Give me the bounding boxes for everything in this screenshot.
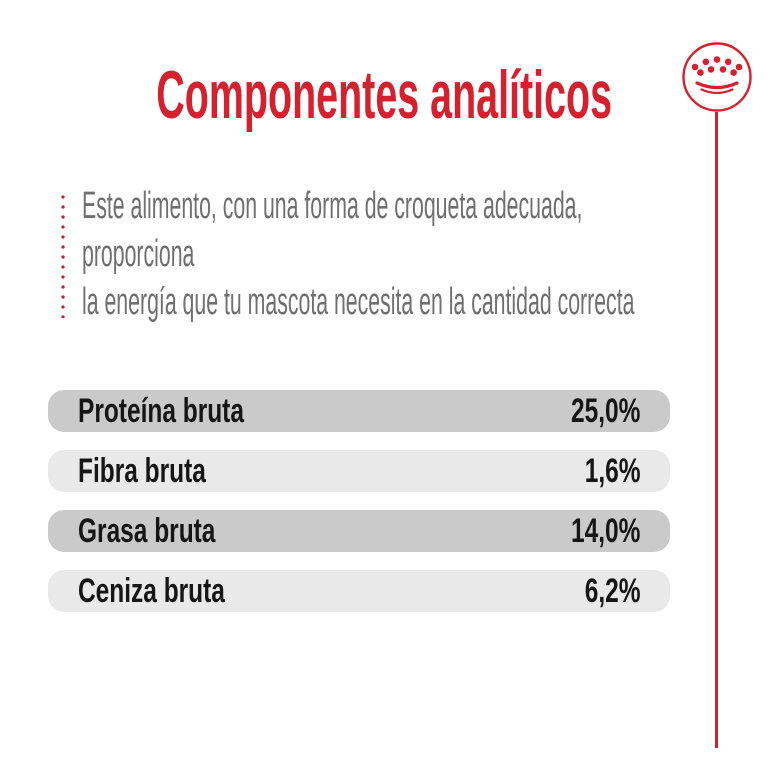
- row-value: 25,0%: [570, 391, 640, 430]
- royal-canin-logo: [681, 41, 753, 113]
- crown-icon: [682, 42, 752, 112]
- description: Este alimento, con una forma de croqueta…: [82, 182, 634, 326]
- vertical-red-rule: [715, 112, 718, 748]
- page-title: Componentes analíticos: [156, 57, 613, 133]
- description-line-2: proporciona: [82, 233, 195, 275]
- row-value: 1,6%: [584, 451, 640, 490]
- table-row-protein: Proteína bruta 25,0%: [48, 390, 670, 432]
- components-table: Proteína bruta 25,0% Fibra bruta 1,6% Gr…: [48, 390, 670, 630]
- row-value: 14,0%: [570, 511, 640, 550]
- row-label: Fibra bruta: [78, 451, 206, 490]
- row-value: 6,2%: [584, 571, 640, 610]
- description-line-1: Este alimento, con una forma de croqueta…: [82, 185, 583, 227]
- table-row-fat: Grasa bruta 14,0%: [48, 510, 670, 552]
- row-label: Ceniza bruta: [78, 571, 225, 610]
- row-label: Proteína bruta: [78, 391, 244, 430]
- table-row-fiber: Fibra bruta 1,6%: [48, 450, 670, 492]
- row-label: Grasa bruta: [78, 511, 216, 550]
- table-row-ash: Ceniza bruta 6,2%: [48, 570, 670, 612]
- description-line-3: la energía que tu mascota necesita en la…: [82, 281, 635, 323]
- dotted-red-rule: [61, 192, 65, 318]
